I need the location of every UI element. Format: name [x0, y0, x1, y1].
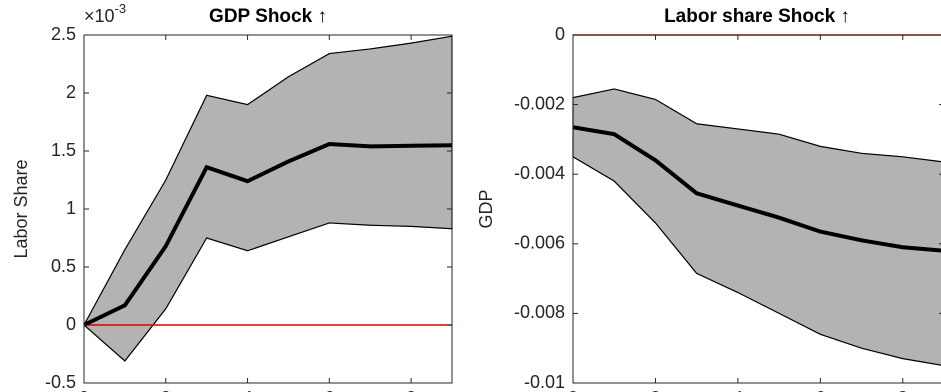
y-tick-label: 0: [66, 314, 76, 334]
x-tick-label: 0: [568, 388, 578, 392]
y-tick-label: 2: [66, 82, 76, 102]
y-tick-label: 1: [66, 198, 76, 218]
x-tick-label: 8: [898, 388, 908, 392]
x-tick-label: 8: [406, 388, 416, 392]
y-tick-label: 2.5: [51, 24, 76, 44]
y-tick-label: -0.004: [514, 163, 565, 183]
x-tick-label: 6: [815, 388, 825, 392]
confidence-band: [83, 35, 453, 362]
x-tick-label: 2: [650, 388, 660, 392]
y-axis-label: GDP: [476, 189, 496, 228]
y-axis-label: Labor Share: [11, 159, 31, 258]
response-line: [83, 142, 453, 327]
x-tick-label: 2: [161, 388, 171, 392]
x-tick-label: 6: [324, 388, 334, 392]
y-tick-label: 1.5: [51, 140, 76, 160]
chart-title: GDP Shock ↑: [209, 6, 327, 27]
y-tick-label: 0: [555, 24, 565, 44]
x-tick-label: 4: [243, 388, 253, 392]
x-tick-label: 0: [79, 388, 89, 392]
multiplier-base: ×10: [84, 6, 115, 26]
confidence-band: [572, 88, 941, 366]
multiplier-exponent: -3: [115, 1, 127, 16]
x-tick-label: 4: [733, 388, 743, 392]
chart-title: Labor share Shock ↑: [664, 6, 850, 27]
axes-box: [572, 34, 941, 384]
y-tick-label: -0.006: [514, 233, 565, 253]
y-tick-label: 0.5: [51, 256, 76, 276]
y-tick-label: -0.008: [514, 302, 565, 322]
response-line: [572, 125, 941, 253]
y-tick-label: -0.01: [524, 372, 565, 392]
y-tick-label: -0.5: [45, 372, 76, 392]
axis-multiplier: ×10-3: [84, 1, 126, 25]
y-tick-label: -0.002: [514, 93, 565, 113]
